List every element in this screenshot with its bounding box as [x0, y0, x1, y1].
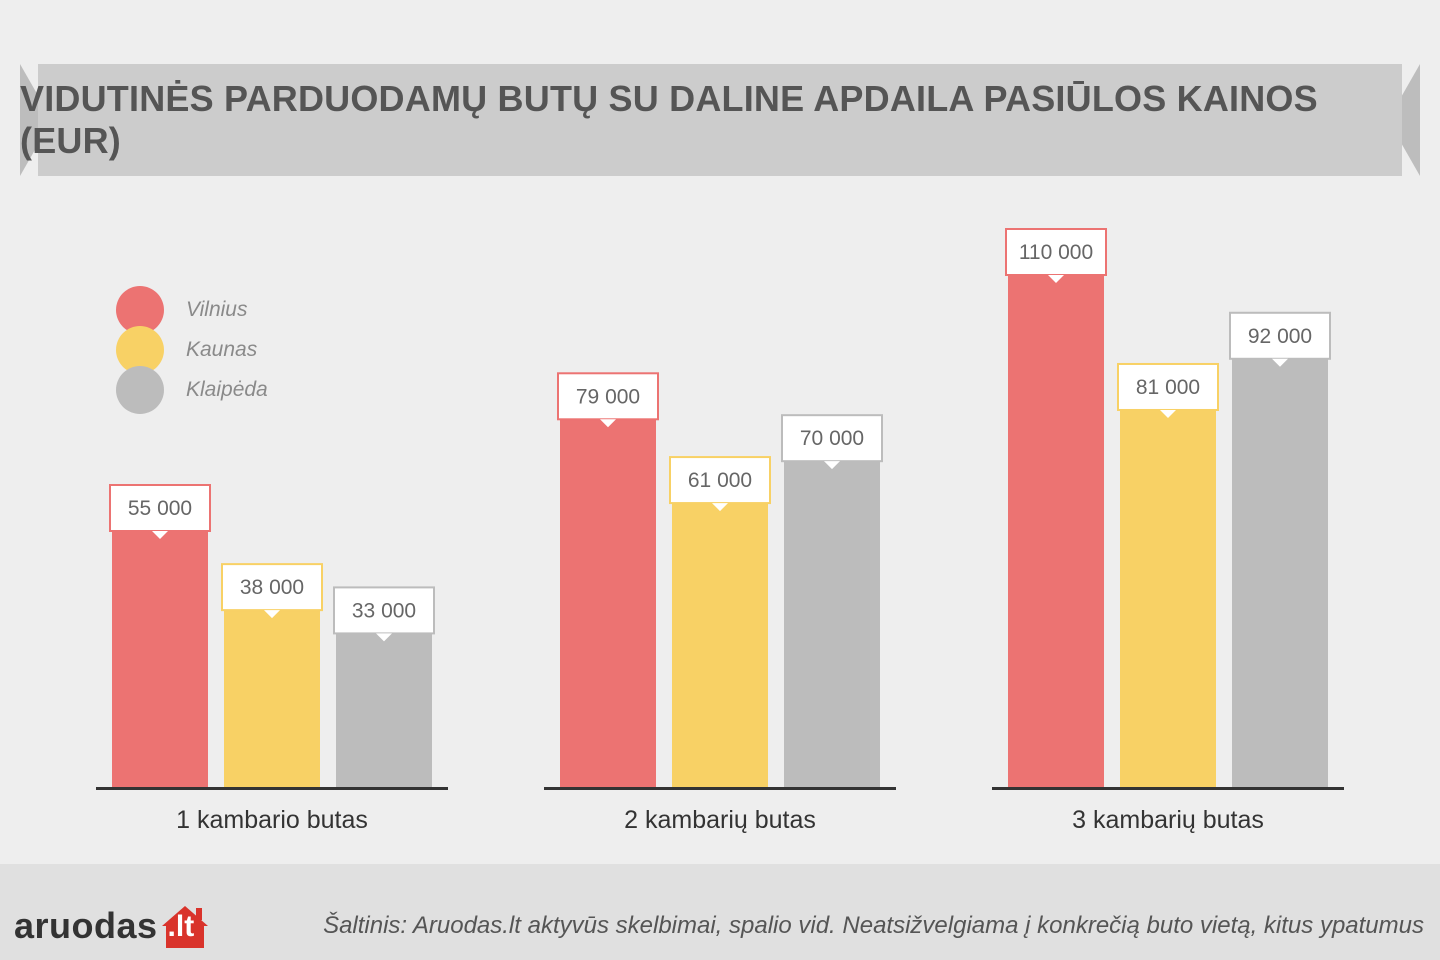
category-label: 1 kambario butas: [176, 806, 368, 834]
legend-swatch-klaipeda: [116, 366, 164, 414]
banner-body: [38, 64, 1402, 176]
source-note: Šaltinis: Aruodas.lt aktyvūs skelbimai, …: [323, 912, 1424, 939]
title-banner: [20, 64, 1420, 176]
value-label: 92 000: [1248, 325, 1312, 348]
bar: [1120, 409, 1216, 787]
value-label: 110 000: [1019, 241, 1093, 264]
value-label-box: [1117, 362, 1219, 411]
category-label: 2 kambarių butas: [624, 806, 816, 834]
legend-item-kaunas: Kaunas: [116, 326, 268, 374]
bar: [1232, 358, 1328, 787]
value-label: 55 000: [128, 497, 192, 520]
value-label-pointer: [712, 503, 728, 512]
footer: aruodas .lt Šaltinis: Aruodas.lt aktyvūs…: [0, 864, 1440, 960]
value-label-pointer: [1048, 275, 1064, 283]
category-label: 3 kambarių butas: [1072, 806, 1264, 834]
logo-house-icon: .lt: [160, 904, 210, 948]
legend: Vilnius Kaunas Klaipėda: [116, 286, 268, 414]
value-label-box: [557, 372, 659, 421]
value-label-pointer: [600, 419, 616, 428]
chart-title: VIDUTINĖS PARDUODAMŲ BUTŲ SU DALINE APDA…: [20, 78, 1318, 161]
bar: [560, 419, 656, 787]
banner-right-fold: [1388, 64, 1420, 176]
legend-label-klaipeda: Klaipėda: [186, 378, 268, 401]
bar-chart: 1 kambario butas 55 000 38 000 33 000 2 kamb…: [96, 228, 1344, 834]
value-label: 33 000: [352, 599, 416, 622]
bar: [672, 503, 768, 787]
value-label-box: [1005, 228, 1107, 276]
legend-label-kaunas: Kaunas: [186, 338, 258, 361]
value-label: 61 000: [688, 469, 752, 492]
bar: [1008, 275, 1104, 787]
bar: [112, 531, 208, 787]
value-label: 38 000: [240, 576, 304, 599]
value-label-pointer: [152, 531, 168, 539]
logo-wordmark: aruodas: [14, 905, 158, 946]
value-label-box: [333, 586, 435, 635]
value-label-pointer: [376, 633, 392, 642]
value-label-box: [109, 484, 211, 532]
value-label-pointer: [1272, 358, 1288, 367]
value-label-pointer: [824, 461, 840, 470]
bar: [224, 610, 320, 787]
banner-left-fold: [20, 64, 52, 176]
value-label-pointer: [1160, 409, 1176, 418]
value-label-pointer: [264, 610, 280, 619]
logo-tld: .lt: [167, 910, 195, 943]
value-label: 79 000: [576, 385, 640, 408]
bar: [336, 633, 432, 787]
bar: [784, 461, 880, 787]
value-label: 70 000: [800, 427, 864, 450]
value-label-box: [781, 414, 883, 463]
aruodas-logo[interactable]: aruodas .lt: [14, 904, 210, 948]
legend-label-vilnius: Vilnius: [186, 298, 248, 321]
value-label: 81 000: [1136, 376, 1200, 399]
value-label-box: [1229, 311, 1331, 360]
legend-item-klaipeda: Klaipėda: [116, 366, 268, 414]
legend-item-vilnius: Vilnius: [116, 286, 268, 334]
value-label-box: [669, 456, 771, 505]
